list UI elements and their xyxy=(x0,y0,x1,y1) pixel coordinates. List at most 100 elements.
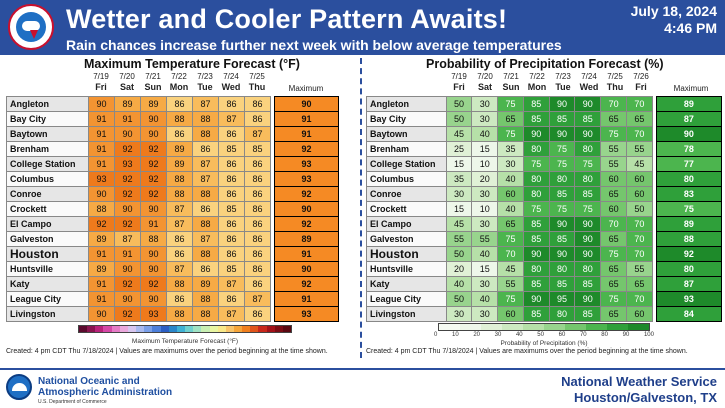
city-name: Columbus xyxy=(366,171,447,187)
table-row: Crockett 15 10 40 75 75 75 60 50 75 xyxy=(366,201,723,217)
day-name: Wed xyxy=(579,82,599,92)
maximum-cell: 92 xyxy=(274,186,339,202)
forecast-cell: 86 xyxy=(218,186,245,202)
forecast-cell: 85 xyxy=(548,231,576,247)
forecast-cell: 65 xyxy=(600,306,627,322)
colorbar-swatch xyxy=(136,326,145,332)
table-row: League City 91 90 90 86 88 86 87 91 xyxy=(6,291,339,307)
forecast-cell: 60 xyxy=(625,186,653,202)
forecast-cell: 86 xyxy=(166,291,193,307)
city-name: Galveston xyxy=(6,231,89,247)
panel-divider xyxy=(360,58,362,358)
forecast-cell: 90 xyxy=(574,216,602,232)
maximum-cell: 78 xyxy=(655,141,723,157)
forecast-cell: 88 xyxy=(166,306,193,322)
forecast-cell: 90 xyxy=(140,111,167,127)
forecast-cell: 92 xyxy=(114,141,141,157)
city-name: College Station xyxy=(6,156,89,172)
header-banner: Wetter and Cooler Pattern Awaits! Rain c… xyxy=(0,0,725,55)
table-row: Houston 91 91 90 86 88 86 86 91 xyxy=(6,246,339,262)
forecast-cell: 90 xyxy=(574,291,602,307)
city-name: Angleton xyxy=(6,96,89,112)
forecast-cell: 75 xyxy=(600,126,627,142)
forecast-cell: 91 xyxy=(88,126,115,142)
column-gap xyxy=(652,96,657,112)
forecast-cell: 88 xyxy=(166,111,193,127)
forecast-cell: 90 xyxy=(548,96,576,112)
table-row: League City 50 40 75 90 95 90 75 70 93 xyxy=(366,291,723,307)
forecast-cell: 86 xyxy=(192,201,219,217)
precipitation-colorbar-label: Probability of Precipitation (%) xyxy=(500,340,588,347)
forecast-cell: 65 xyxy=(625,111,653,127)
forecast-cell: 87 xyxy=(114,231,141,247)
forecast-cell: 70 xyxy=(625,216,653,232)
day-name: Thu xyxy=(606,82,624,92)
forecast-cell: 90 xyxy=(522,246,550,262)
colorbar-tick-label: 60 xyxy=(558,332,566,338)
forecast-cell: 90 xyxy=(140,201,167,217)
forecast-cell: 88 xyxy=(192,291,219,307)
forecast-cell: 85 xyxy=(244,141,271,157)
issue-time: 4:46 PM xyxy=(664,20,717,36)
forecast-cell: 40 xyxy=(471,246,499,262)
forecast-cell: 65 xyxy=(497,216,524,232)
forecast-cell: 75 xyxy=(497,291,524,307)
city-name: College Station xyxy=(366,156,447,172)
day-header: 7/22 Mon xyxy=(166,72,192,93)
day-date: 7/21 xyxy=(145,72,161,81)
forecast-cell: 90 xyxy=(114,291,141,307)
city-name: Houston xyxy=(366,246,447,262)
forecast-cell: 86 xyxy=(218,171,245,187)
column-gap xyxy=(270,141,275,157)
colorbar-swatch xyxy=(523,324,544,330)
forecast-cell: 90 xyxy=(88,96,115,112)
forecast-cell: 92 xyxy=(140,186,167,202)
forecast-cell: 40 xyxy=(497,171,524,187)
forecast-cell: 80 xyxy=(522,261,550,277)
forecast-cell: 85 xyxy=(548,186,576,202)
forecast-cell: 65 xyxy=(497,111,524,127)
colorbar-swatch xyxy=(282,326,292,332)
footer-divider xyxy=(0,368,725,370)
forecast-cell: 92 xyxy=(140,141,167,157)
forecast-cell: 75 xyxy=(497,231,524,247)
maximum-cell: 83 xyxy=(655,186,723,202)
colorbar-swatch xyxy=(274,326,283,332)
day-header: 7/19 Fri xyxy=(88,72,114,93)
column-gap xyxy=(652,186,657,202)
day-date: 7/19 xyxy=(93,72,109,81)
city-name: Columbus xyxy=(6,171,89,187)
forecast-cell: 65 xyxy=(600,261,627,277)
forecast-cell: 92 xyxy=(140,171,167,187)
city-name: Livingston xyxy=(6,306,89,322)
forecast-cell: 86 xyxy=(244,111,271,127)
forecast-cell: 40 xyxy=(471,291,499,307)
maximum-cell: 90 xyxy=(274,261,339,277)
forecast-cell: 86 xyxy=(244,171,271,187)
forecast-cell: 91 xyxy=(114,111,141,127)
maximum-cell: 87 xyxy=(655,276,723,292)
day-name: Mon xyxy=(527,82,547,92)
colorbar-swatch xyxy=(209,326,218,332)
day-header: 7/25 Thu xyxy=(244,72,270,93)
forecast-cell: 30 xyxy=(471,96,499,112)
forecast-cell: 40 xyxy=(445,276,473,292)
city-name: Katy xyxy=(366,276,447,292)
colorbar-tick-label: 90 xyxy=(622,332,630,338)
forecast-cell: 65 xyxy=(600,231,627,247)
table-row: Katy 91 92 92 88 89 87 86 92 xyxy=(6,276,339,292)
forecast-cell: 80 xyxy=(522,186,550,202)
forecast-cell: 20 xyxy=(471,171,499,187)
forecast-cell: 95 xyxy=(548,291,576,307)
day-date: 7/24 xyxy=(223,72,239,81)
day-header: 7/19 Fri xyxy=(446,72,472,93)
forecast-cell: 45 xyxy=(445,216,473,232)
colorbar-tick-label: 80 xyxy=(601,332,608,338)
forecast-cell: 90 xyxy=(140,246,167,262)
table-row: Angleton 50 30 75 85 90 90 70 70 89 xyxy=(366,96,723,112)
forecast-cell: 87 xyxy=(218,276,245,292)
forecast-cell: 86 xyxy=(244,201,271,217)
maximum-cell: 87 xyxy=(655,111,723,127)
forecast-cell: 60 xyxy=(497,186,524,202)
forecast-cell: 91 xyxy=(88,291,115,307)
